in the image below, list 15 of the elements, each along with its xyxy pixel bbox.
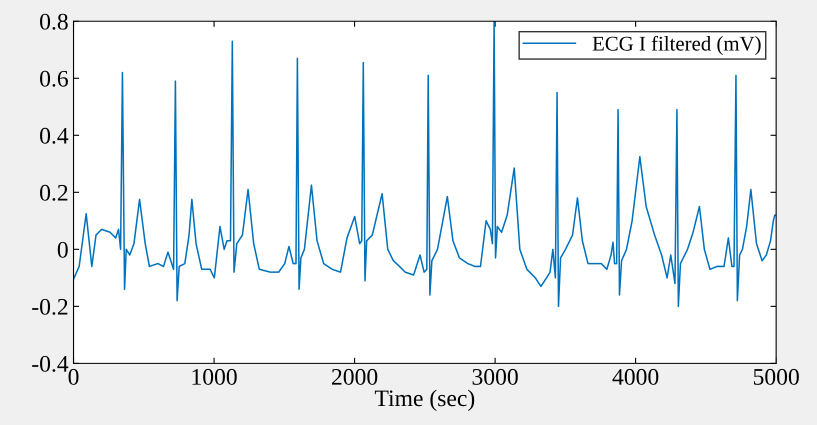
legend-label: ECG I filtered (mV) — [592, 36, 761, 55]
x-tick-label: 1000 — [192, 368, 237, 385]
y-tick-label: -0.2 — [32, 298, 68, 315]
x-axis-title: Time (sec) — [374, 390, 474, 412]
x-tick-label: 5000 — [754, 368, 799, 385]
y-tick-label: 0 — [58, 242, 68, 258]
y-tick-label: 0.2 — [40, 184, 68, 201]
y-tick-label: 0.4 — [40, 128, 68, 144]
x-tick-label: 4000 — [612, 368, 658, 385]
y-tick-label: 0.8 — [40, 14, 68, 30]
x-tick-label: 3000 — [472, 368, 518, 385]
y-tick-label: 0.6 — [40, 70, 68, 87]
x-tick-label: 2000 — [332, 368, 378, 385]
x-tick-label: 0 — [68, 368, 79, 385]
y-tick-label: -0.4 — [32, 356, 68, 372]
